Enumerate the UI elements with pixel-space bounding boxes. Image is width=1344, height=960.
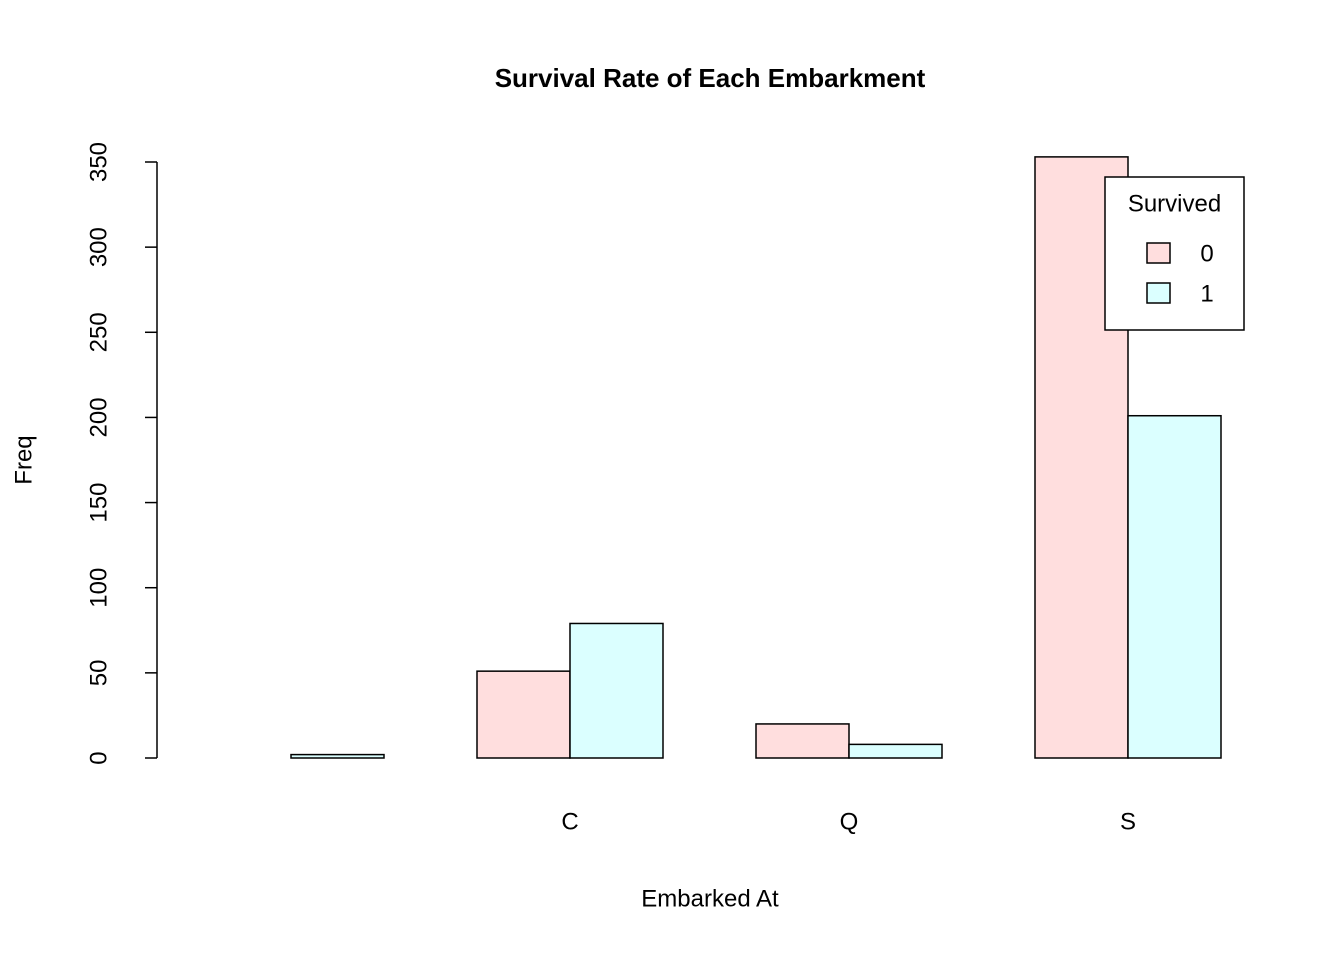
y-tick-label: 150 bbox=[85, 483, 112, 523]
bar bbox=[1127, 414, 1222, 759]
y-tick-label: 0 bbox=[85, 751, 112, 764]
y-tick-label: 100 bbox=[85, 568, 112, 608]
bar bbox=[290, 753, 385, 759]
y-tick-label: 50 bbox=[85, 660, 112, 687]
y-axis-label: Freq bbox=[10, 435, 37, 484]
y-tick-label: 350 bbox=[85, 142, 112, 182]
chart-title: Survival Rate of Each Embarkment bbox=[495, 63, 926, 93]
x-tick-label: C bbox=[561, 808, 578, 835]
legend-label: 0 bbox=[1200, 240, 1213, 267]
x-tick-label: S bbox=[1120, 808, 1136, 835]
x-axis-label: Embarked At bbox=[641, 885, 779, 912]
x-tick-label: Q bbox=[840, 808, 859, 835]
y-tick-label: 300 bbox=[85, 227, 112, 267]
legend-swatch bbox=[1146, 242, 1171, 264]
y-tick-label: 250 bbox=[85, 312, 112, 352]
legend-box bbox=[1104, 176, 1245, 331]
bar bbox=[755, 723, 850, 759]
bar bbox=[848, 743, 943, 759]
legend-swatch bbox=[1146, 282, 1171, 304]
bar bbox=[569, 622, 664, 759]
y-tick-label: 200 bbox=[85, 397, 112, 437]
bar bbox=[476, 670, 571, 759]
legend-label: 1 bbox=[1200, 280, 1213, 307]
legend-title: Survived bbox=[1128, 190, 1221, 217]
